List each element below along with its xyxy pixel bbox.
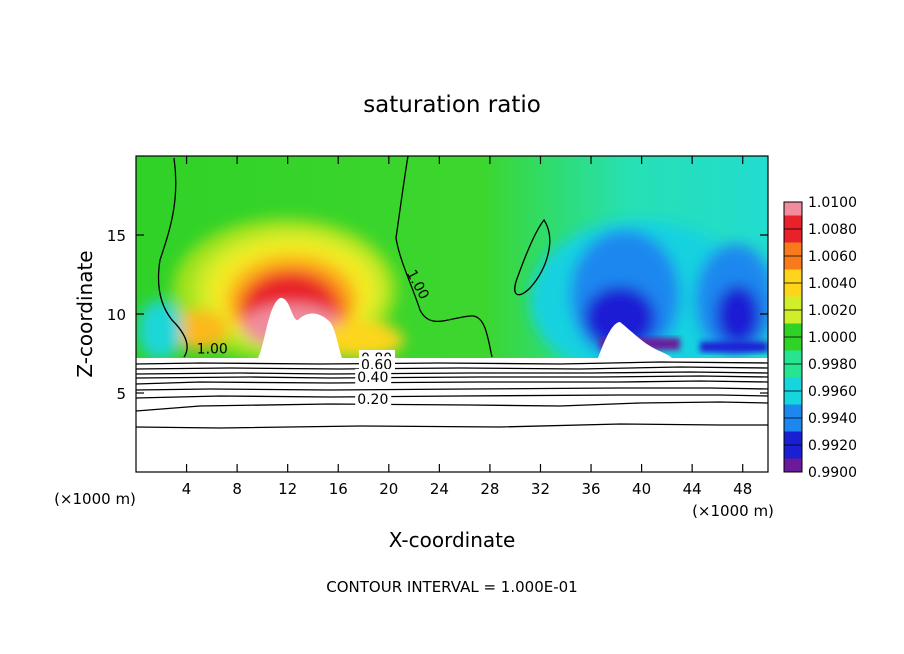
colorbar-band — [784, 202, 802, 216]
x-tick-label: 20 — [379, 480, 398, 498]
saturation-field — [136, 156, 768, 472]
colorbar-band — [784, 215, 802, 230]
contour-lines — [136, 156, 768, 429]
x-tick-label: 16 — [329, 480, 348, 498]
y-axis-label: Z-coordinate — [73, 250, 97, 377]
contour-1.00-left — [157, 157, 188, 358]
colorbar-band — [784, 229, 802, 243]
x-tick-label: 28 — [480, 480, 499, 498]
cloud-region — [136, 297, 768, 472]
contour-0.90 — [136, 361, 768, 365]
colorbar-label: 1.0020 — [808, 303, 857, 319]
colorbar-label: 0.9920 — [808, 438, 857, 454]
colorbar-band — [784, 310, 802, 324]
chart-title: saturation ratio — [363, 92, 541, 118]
colorbar-band — [784, 458, 802, 473]
x-tick-label: 44 — [683, 480, 702, 498]
y-axis: 5 10 15 — [107, 227, 768, 403]
x-tick-label: 32 — [531, 480, 550, 498]
colorbar-label: 0.9900 — [808, 465, 857, 481]
x-axis: 4 8 12 16 20 24 28 32 36 40 44 48 — [182, 156, 752, 498]
contour-label: 0.20 — [355, 391, 392, 408]
x-tick-label: 40 — [632, 480, 651, 498]
contour-0.10 — [136, 423, 768, 429]
contour-0.40 — [136, 387, 768, 391]
colorbar-label: 0.9940 — [808, 411, 857, 427]
colorbar-band — [784, 377, 802, 392]
colorbar-band — [784, 418, 802, 432]
contour-1.00-loop — [514, 218, 551, 296]
colorbar-label: 1.0080 — [808, 222, 857, 238]
contour-label: 0.40 — [355, 368, 392, 386]
colorbar-band — [784, 364, 802, 378]
contour-1.00-center — [395, 156, 493, 358]
colorbar-band — [784, 431, 802, 446]
contour-0.60 — [136, 375, 768, 379]
contour-0.30 — [136, 394, 768, 399]
colorbar: 1.0100 1.0080 1.0060 1.0040 1.0020 1.0000 0.99… — [783, 195, 857, 481]
colorbar-band — [784, 323, 802, 338]
x-tick-label: 4 — [182, 480, 192, 498]
colorbar-band — [784, 269, 802, 284]
colorbar-band — [784, 242, 802, 257]
contour-0.70 — [136, 371, 768, 375]
contour-0.50 — [136, 380, 768, 385]
colorbar-band — [784, 283, 802, 297]
colorbar-band — [784, 350, 802, 365]
contour-interval-note: CONTOUR INTERVAL = 1.000E-01 — [326, 578, 577, 596]
colorbar-label: 1.0100 — [808, 195, 857, 211]
x-tick-label: 48 — [733, 480, 752, 498]
x-axis-unit-right: (×1000 m) — [692, 502, 774, 520]
colorbar-band — [784, 256, 802, 270]
contour-0.20 — [136, 401, 768, 412]
contour-label-text: 0.20 — [357, 392, 388, 408]
x-tick-label: 12 — [278, 480, 297, 498]
subsaturated-region — [530, 220, 768, 380]
y-tick-label: 15 — [107, 227, 126, 245]
colorbar-label: 0.9960 — [808, 384, 857, 400]
x-tick-label: 8 — [232, 480, 242, 498]
contour-label-text: 1.00 — [197, 342, 228, 358]
colorbar-band — [784, 337, 802, 351]
colorbar-band — [784, 296, 802, 311]
colorbar-band — [784, 391, 802, 405]
contour-label-text: 0.40 — [357, 370, 388, 386]
y-tick-label: 5 — [116, 385, 126, 403]
colorbar-band — [784, 445, 802, 459]
x-tick-label: 24 — [430, 480, 449, 498]
contour-0.80 — [136, 366, 768, 370]
colorbar-label: 1.0060 — [808, 249, 857, 265]
colorbar-label: 1.0040 — [808, 276, 857, 292]
contour-label: 1.00 — [197, 342, 228, 358]
colorbar-band — [784, 404, 802, 419]
x-axis-label: X-coordinate — [389, 528, 516, 552]
x-tick-label: 36 — [581, 480, 600, 498]
colorbar-label: 1.0000 — [808, 330, 857, 346]
y-tick-label: 10 — [107, 306, 126, 324]
x-axis-unit-left: (×1000 m) — [54, 490, 136, 508]
colorbar-label: 0.9980 — [808, 357, 857, 373]
